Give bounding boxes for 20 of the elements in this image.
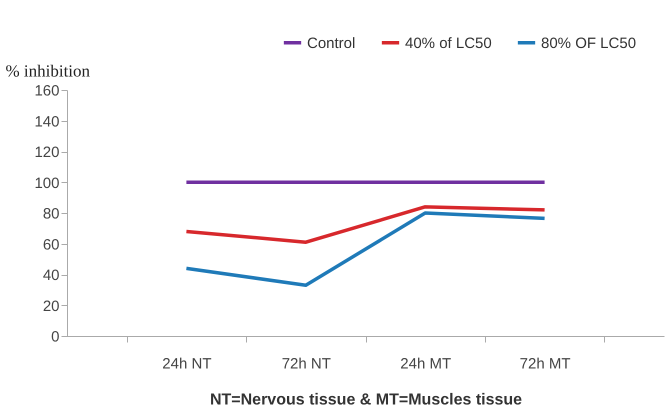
y-tick-label: 20 bbox=[42, 298, 60, 315]
y-tick-label: 60 bbox=[42, 236, 60, 254]
y-tick-label: 160 bbox=[34, 82, 60, 100]
x-axis-title: NT=Nervous tissue & MT=Muscles tissue bbox=[210, 392, 522, 408]
y-tick-label: 140 bbox=[34, 113, 60, 130]
y-tick-label: 120 bbox=[34, 144, 60, 161]
x-tick-label: 24h NT bbox=[162, 356, 212, 372]
x-tick-label: 72h MT bbox=[520, 356, 571, 372]
y-tick-label: 80 bbox=[42, 206, 60, 222]
y-axis-title: % inhibition bbox=[6, 62, 91, 80]
x-tick-label: 24h MT bbox=[400, 356, 452, 372]
y-tick-label: 0 bbox=[51, 328, 60, 346]
legend-label: 40% of LC50 bbox=[405, 34, 492, 52]
y-tick-label: 100 bbox=[34, 174, 60, 192]
y-tick-label: 40 bbox=[42, 267, 60, 284]
legend-label: Control bbox=[307, 34, 356, 52]
line-series bbox=[184, 211, 546, 288]
line-series bbox=[184, 205, 546, 244]
legend-label: 80% OF LC50 bbox=[541, 34, 636, 52]
x-tick-label: 72h NT bbox=[282, 356, 331, 372]
